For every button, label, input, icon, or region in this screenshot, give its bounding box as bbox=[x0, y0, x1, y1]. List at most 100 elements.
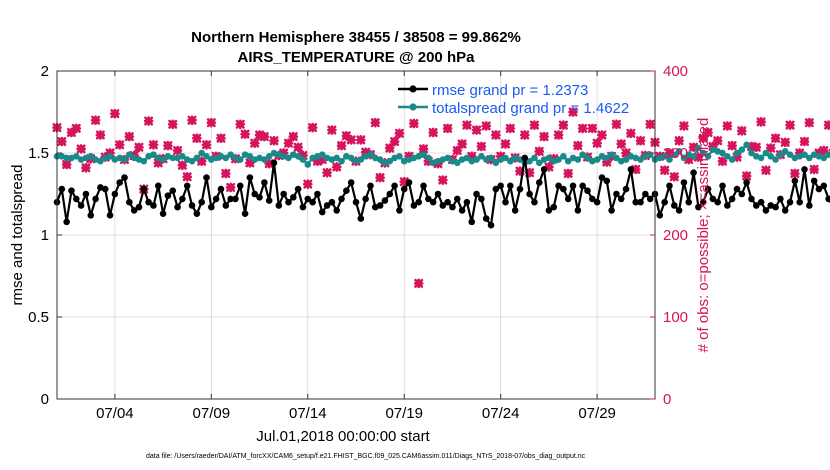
obs-marker-glyph bbox=[809, 164, 819, 175]
spread-point bbox=[179, 152, 186, 160]
obs-assimilated-marker bbox=[196, 156, 207, 167]
rmse-point bbox=[232, 195, 239, 203]
rmse-point bbox=[733, 185, 741, 193]
spread-point bbox=[502, 154, 509, 162]
obs-assimilated-marker bbox=[698, 133, 709, 144]
obs-marker-glyph bbox=[249, 138, 260, 148]
obs-marker-glyph bbox=[394, 128, 405, 139]
obs-marker-glyph bbox=[317, 154, 328, 165]
obs-assimilated-marker bbox=[568, 107, 578, 117]
rmse-point bbox=[545, 207, 553, 214]
spread-point bbox=[140, 157, 148, 165]
rmse-point bbox=[381, 197, 389, 204]
obs-marker-glyph bbox=[664, 148, 675, 158]
rmse-point bbox=[376, 202, 384, 209]
obs-assimilated-marker bbox=[293, 142, 303, 153]
obs-assimilated-marker bbox=[558, 120, 569, 130]
rmse-point bbox=[613, 190, 620, 198]
obs-assimilated-marker bbox=[167, 119, 178, 130]
obs-marker-glyph bbox=[95, 130, 106, 140]
obs-marker-glyph bbox=[534, 146, 545, 157]
obs-assimilated-marker bbox=[659, 165, 670, 176]
x-tick-label: 07/04 bbox=[96, 405, 134, 422]
obs-marker-glyph bbox=[732, 152, 742, 162]
obs-assimilated-marker bbox=[616, 139, 627, 149]
obs-assimilated-marker bbox=[587, 123, 598, 134]
rmse-point bbox=[815, 185, 823, 193]
rmse-point bbox=[314, 190, 321, 198]
obs-assimilated-marker bbox=[761, 165, 771, 176]
spread-point bbox=[265, 152, 273, 160]
obs-marker-glyph bbox=[90, 115, 101, 126]
obs-marker-glyph bbox=[741, 171, 752, 181]
obs-assimilated-marker bbox=[418, 144, 429, 154]
spread-point bbox=[680, 154, 688, 162]
obs-assimilated-marker bbox=[751, 142, 762, 153]
x-tick-label: 07/19 bbox=[385, 405, 423, 422]
obs-assimilated-marker bbox=[539, 131, 549, 142]
y-tick-label-left: 0 bbox=[41, 391, 49, 408]
obs-marker-glyph bbox=[683, 154, 694, 165]
rmse-point bbox=[241, 210, 249, 217]
obs-marker-glyph bbox=[389, 136, 400, 147]
rmse-point bbox=[752, 202, 760, 209]
obs-marker-glyph bbox=[597, 130, 607, 140]
rmse-point bbox=[328, 198, 336, 206]
obs-assimilated-marker bbox=[163, 140, 173, 151]
rmse-point bbox=[367, 182, 374, 190]
obs-assimilated-marker bbox=[95, 130, 106, 140]
rmse-point bbox=[323, 202, 331, 209]
rmse-point bbox=[497, 182, 504, 190]
legend-spread-label: totalspread grand pr = 1.4622 bbox=[432, 100, 629, 117]
spread-point bbox=[126, 151, 133, 158]
obs-assimilated-marker bbox=[177, 160, 188, 171]
obs-assimilated-marker bbox=[182, 171, 193, 182]
obs-marker-glyph bbox=[544, 162, 554, 172]
obs-assimilated-marker bbox=[288, 131, 299, 142]
obs-marker-glyph bbox=[307, 122, 318, 133]
obs-assimilated-marker bbox=[703, 127, 713, 138]
spread-point bbox=[478, 152, 485, 160]
spread-point bbox=[820, 154, 828, 162]
obs-assimilated-marker bbox=[688, 142, 699, 153]
y-tick-label-left: 1 bbox=[41, 227, 49, 244]
obs-assimilated-marker bbox=[491, 130, 501, 140]
obs-assimilated-marker bbox=[249, 138, 260, 148]
rmse-point bbox=[564, 195, 572, 203]
obs-marker-glyph bbox=[462, 120, 472, 130]
obs-assimilated-marker bbox=[736, 126, 747, 136]
obs-marker-glyph bbox=[413, 278, 424, 289]
rmse-point bbox=[362, 195, 369, 203]
obs-marker-glyph bbox=[452, 145, 463, 156]
spread-point bbox=[646, 151, 654, 158]
rmse-point bbox=[68, 187, 75, 195]
spread-point bbox=[285, 154, 292, 162]
obs-assimilated-marker bbox=[336, 140, 347, 151]
obs-assimilated-marker bbox=[534, 146, 545, 157]
rmse-point bbox=[695, 203, 702, 211]
spread-point bbox=[743, 141, 750, 149]
obs-assimilated-marker bbox=[57, 136, 67, 147]
obs-marker-glyph bbox=[799, 136, 810, 147]
obs-marker-glyph bbox=[491, 130, 501, 140]
rmse-point bbox=[290, 193, 297, 201]
obs-assimilated-marker bbox=[799, 136, 810, 147]
obs-assimilated-marker bbox=[804, 117, 815, 128]
obs-marker-glyph bbox=[220, 168, 231, 179]
rmse-point bbox=[174, 203, 181, 211]
obs-marker-glyph bbox=[269, 135, 279, 146]
obs-assimilated-marker bbox=[307, 122, 318, 133]
spread-point bbox=[444, 154, 451, 162]
y-tick-label-right: 100 bbox=[663, 309, 688, 326]
obs-assimilated-marker bbox=[389, 136, 400, 147]
obs-marker-glyph bbox=[635, 135, 646, 146]
rmse-point bbox=[622, 185, 630, 193]
obs-assimilated-marker bbox=[818, 145, 829, 156]
rmse-point bbox=[598, 174, 606, 181]
spread-point bbox=[487, 154, 495, 162]
spread-point bbox=[757, 154, 765, 162]
rmse-point bbox=[222, 202, 230, 209]
spread-point bbox=[169, 154, 177, 162]
rmse-point bbox=[719, 182, 726, 190]
rmse-point bbox=[304, 195, 312, 203]
